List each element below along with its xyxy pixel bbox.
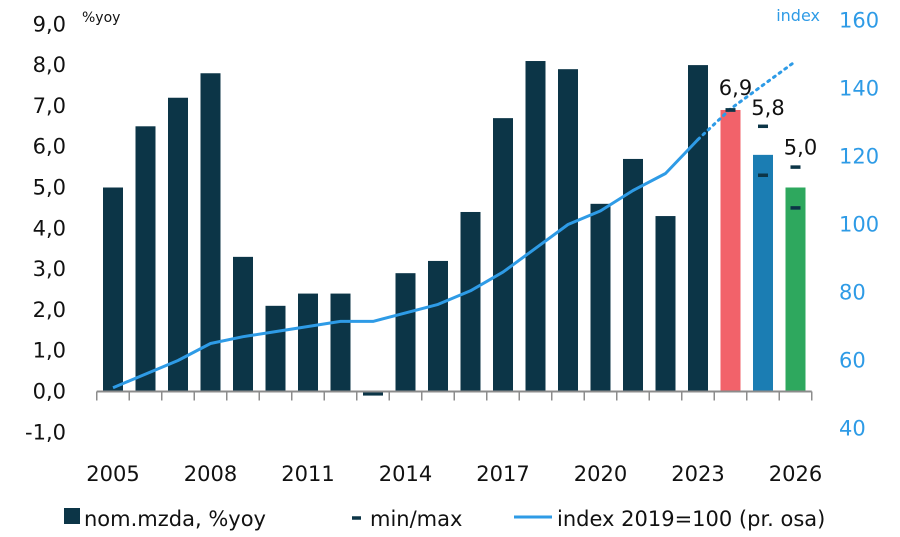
right-tick-label: 40 bbox=[839, 417, 866, 441]
bar-2006 bbox=[135, 126, 156, 392]
bar-2022 bbox=[655, 216, 676, 392]
left-tick-label: -1,0 bbox=[25, 420, 66, 444]
minmax-series bbox=[725, 108, 801, 210]
x-tick-label: 2023 bbox=[671, 462, 724, 486]
right-tick-label: 80 bbox=[839, 281, 866, 305]
bar-2023 bbox=[688, 65, 708, 392]
bar-2020 bbox=[590, 203, 611, 392]
x-tick-label: 2005 bbox=[86, 462, 139, 486]
bar-2021 bbox=[623, 158, 643, 392]
left-tick-label: 1,0 bbox=[33, 339, 66, 363]
left-tick-label: 4,0 bbox=[33, 216, 66, 240]
right-tick-label: 100 bbox=[839, 213, 879, 237]
left-axis-unit-label: %yoy bbox=[82, 10, 120, 26]
bar-2013 bbox=[363, 391, 383, 396]
bar-2008 bbox=[200, 73, 221, 392]
bar-2010 bbox=[265, 305, 286, 392]
legend-minmax-label: min/max bbox=[370, 507, 462, 531]
bar-2007 bbox=[168, 97, 188, 392]
legend: nom.mzda, %yoy min/max index 2019=100 (p… bbox=[64, 507, 825, 531]
bar-2024 bbox=[720, 109, 741, 392]
right-tick-label: 60 bbox=[839, 349, 866, 373]
x-tick-label: 2017 bbox=[476, 462, 529, 486]
data-label-2026: 5,0 bbox=[784, 136, 817, 160]
left-tick-label: 5,0 bbox=[33, 176, 66, 200]
x-tick-label: 2026 bbox=[769, 462, 822, 486]
left-tick-label: 7,0 bbox=[33, 94, 66, 118]
left-tick-label: 3,0 bbox=[33, 257, 66, 281]
left-tick-label: 9,0 bbox=[33, 12, 66, 36]
data-labels: 6,95,85,0 bbox=[719, 76, 817, 160]
left-axis-ticks: 9,0 8,0 7,0 6,0 5,0 4,0 3,0 2,0 1,0 0,0 -1,0 bbox=[25, 12, 66, 444]
bar-2017 bbox=[493, 118, 513, 392]
bar-2011 bbox=[298, 293, 318, 392]
index-line bbox=[112, 138, 700, 390]
left-tick-label: 8,0 bbox=[33, 53, 66, 77]
left-tick-label: 0,0 bbox=[33, 380, 66, 404]
x-tick-label: 2014 bbox=[379, 462, 432, 486]
x-tick-label: 2020 bbox=[574, 462, 627, 486]
bar-2018 bbox=[525, 61, 546, 392]
x-axis-ticks: 2005 2008 2011 2014 2017 2020 2023 2026 bbox=[86, 462, 822, 486]
legend-bar-label: nom.mzda, %yoy bbox=[84, 507, 266, 531]
legend-line-label: index 2019=100 (pr. osa) bbox=[557, 507, 825, 531]
bar-2026 bbox=[785, 187, 806, 392]
x-tick-label: 2011 bbox=[281, 462, 334, 486]
left-tick-label: 6,0 bbox=[33, 135, 66, 159]
legend-bar-swatch bbox=[64, 508, 80, 524]
data-label-2024: 6,9 bbox=[719, 76, 752, 100]
right-tick-label: 140 bbox=[839, 77, 879, 101]
bar-2014 bbox=[395, 273, 416, 392]
bar-2009 bbox=[233, 256, 253, 392]
right-tick-label: 120 bbox=[839, 145, 879, 169]
bar-2005 bbox=[103, 187, 123, 392]
index-line-forecast bbox=[696, 59, 797, 141]
data-label-2025: 5,8 bbox=[751, 96, 784, 120]
bar-2015 bbox=[428, 260, 448, 392]
right-tick-label: 160 bbox=[839, 9, 879, 33]
bar-2016 bbox=[460, 211, 481, 392]
bar-2025 bbox=[753, 154, 773, 392]
index-line-series bbox=[112, 59, 797, 390]
right-axis-ticks: 160 140 120 100 80 60 40 bbox=[839, 9, 879, 441]
left-tick-label: 2,0 bbox=[33, 298, 66, 322]
right-axis-unit-label: index bbox=[776, 6, 820, 25]
x-axis bbox=[96, 390, 813, 401]
x-tick-label: 2008 bbox=[184, 462, 237, 486]
bar-2019 bbox=[558, 69, 578, 392]
bar-series bbox=[103, 61, 806, 396]
bar-2012 bbox=[330, 293, 351, 392]
